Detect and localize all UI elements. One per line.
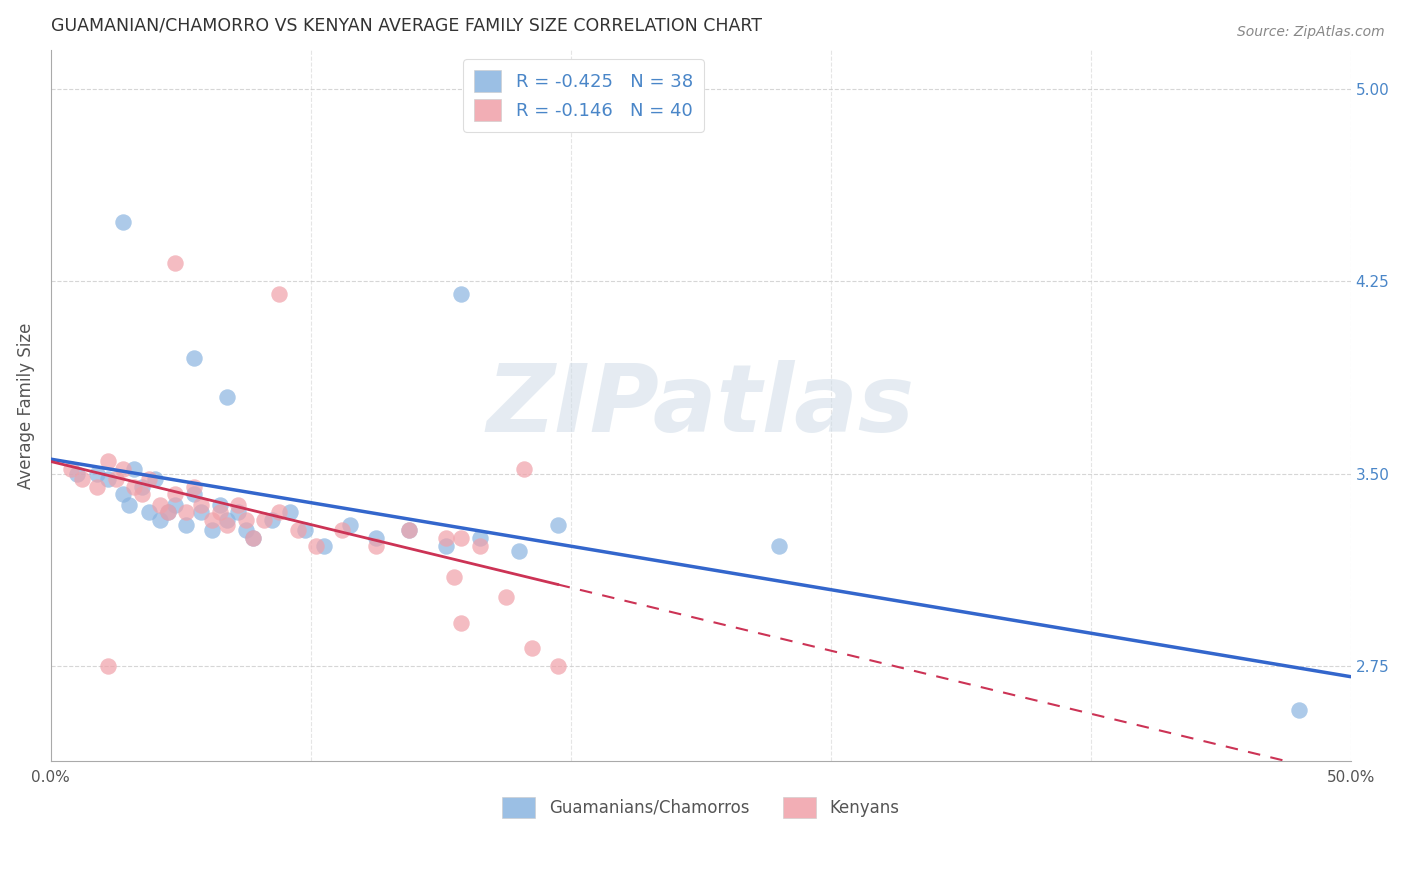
Point xyxy=(208,498,231,512)
Point xyxy=(434,531,457,545)
Point xyxy=(66,467,89,481)
Point xyxy=(253,513,276,527)
Point xyxy=(312,539,335,553)
Point xyxy=(174,505,197,519)
Point xyxy=(104,472,127,486)
Point xyxy=(468,531,491,545)
Point xyxy=(217,390,239,404)
Point xyxy=(520,641,543,656)
Point xyxy=(513,461,536,475)
Point xyxy=(112,487,135,501)
Point xyxy=(97,659,120,673)
Point xyxy=(156,505,179,519)
Point xyxy=(330,524,353,538)
Point xyxy=(443,569,465,583)
Point xyxy=(339,518,361,533)
Point xyxy=(398,524,420,538)
Y-axis label: Average Family Size: Average Family Size xyxy=(17,323,35,489)
Point xyxy=(269,287,291,301)
Point xyxy=(201,513,224,527)
Point xyxy=(495,590,517,604)
Point xyxy=(226,498,249,512)
Point xyxy=(242,531,264,545)
Point xyxy=(165,498,187,512)
Point xyxy=(217,513,239,527)
Point xyxy=(217,518,239,533)
Point xyxy=(450,615,472,630)
Point xyxy=(117,498,139,512)
Point xyxy=(364,531,387,545)
Point xyxy=(450,287,472,301)
Point xyxy=(143,472,166,486)
Point xyxy=(70,472,93,486)
Point xyxy=(183,351,205,366)
Point xyxy=(508,544,530,558)
Point xyxy=(174,518,197,533)
Point xyxy=(768,539,790,553)
Point xyxy=(149,498,172,512)
Point xyxy=(190,498,212,512)
Point xyxy=(97,454,120,468)
Point xyxy=(235,513,257,527)
Text: ZIPatlas: ZIPatlas xyxy=(486,359,915,451)
Point xyxy=(183,480,205,494)
Point xyxy=(305,539,328,553)
Point xyxy=(208,505,231,519)
Point xyxy=(60,461,83,475)
Point xyxy=(547,518,569,533)
Point xyxy=(122,480,145,494)
Point xyxy=(1288,703,1310,717)
Point xyxy=(398,524,420,538)
Point xyxy=(269,505,291,519)
Point xyxy=(86,480,108,494)
Point xyxy=(156,505,179,519)
Text: Source: ZipAtlas.com: Source: ZipAtlas.com xyxy=(1237,25,1385,39)
Point xyxy=(468,539,491,553)
Point xyxy=(112,461,135,475)
Point xyxy=(235,524,257,538)
Point xyxy=(86,467,108,481)
Point xyxy=(149,513,172,527)
Point xyxy=(364,539,387,553)
Text: GUAMANIAN/CHAMORRO VS KENYAN AVERAGE FAMILY SIZE CORRELATION CHART: GUAMANIAN/CHAMORRO VS KENYAN AVERAGE FAM… xyxy=(51,17,762,35)
Point xyxy=(190,505,212,519)
Point xyxy=(131,480,153,494)
Point xyxy=(287,524,309,538)
Point xyxy=(450,531,472,545)
Point xyxy=(226,505,249,519)
Legend: Guamanians/Chamorros, Kenyans: Guamanians/Chamorros, Kenyans xyxy=(495,790,905,824)
Point xyxy=(547,659,569,673)
Point xyxy=(97,472,120,486)
Point xyxy=(112,215,135,229)
Point xyxy=(165,487,187,501)
Point xyxy=(138,472,160,486)
Point xyxy=(138,505,160,519)
Point xyxy=(242,531,264,545)
Point xyxy=(131,487,153,501)
Point xyxy=(260,513,283,527)
Point xyxy=(294,524,316,538)
Point xyxy=(278,505,301,519)
Point xyxy=(122,461,145,475)
Point xyxy=(201,524,224,538)
Point xyxy=(183,487,205,501)
Point xyxy=(434,539,457,553)
Point xyxy=(165,256,187,270)
